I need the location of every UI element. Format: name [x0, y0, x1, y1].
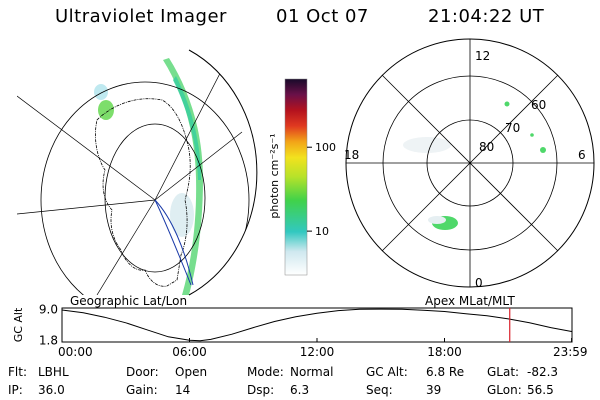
- status-label: Door:: [126, 365, 159, 379]
- status-label: Dsp:: [247, 383, 275, 397]
- altitude-xtick-label: 00:00: [58, 345, 93, 359]
- observation-time: 21:04:22 UT: [428, 6, 545, 27]
- colorbar-tick-label: 100: [315, 141, 336, 154]
- status-value: LBHL: [38, 365, 69, 379]
- aurora-spot: [94, 84, 108, 100]
- status-value: 6.3: [290, 383, 310, 397]
- status-label: Mode:: [247, 365, 284, 379]
- status-value: 36.0: [38, 383, 65, 397]
- status-label: IP:: [8, 383, 23, 397]
- status-value: Normal: [290, 365, 334, 379]
- altitude-ylabel: GC Alt: [12, 307, 25, 342]
- mlt-label-left: 18: [344, 148, 359, 162]
- instrument-title: Ultraviolet Imager: [55, 6, 227, 27]
- status-label: GC Alt:: [366, 365, 408, 379]
- status-value: 14: [175, 383, 191, 397]
- status-label: GLat:: [487, 365, 520, 379]
- right-panel-caption: Apex MLat/MLT: [425, 294, 515, 308]
- status-value: Open: [175, 365, 208, 379]
- status-value: 56.5: [527, 383, 554, 397]
- terminator-line: [154, 199, 194, 286]
- altitude-xtick-label: 23:59: [553, 345, 588, 359]
- altitude-ytick-label: 1.8: [39, 334, 58, 348]
- status-label: Gain:: [126, 383, 158, 397]
- altitude-xtick-label: 06:00: [172, 345, 207, 359]
- altitude-ytick-label: 9.0: [39, 302, 58, 316]
- altitude-curve: [61, 308, 572, 342]
- observation-date: 01 Oct 07: [276, 6, 369, 27]
- polar-plot: 12 18 6 0 60 70 80: [344, 38, 595, 290]
- earth-limb: [188, 49, 258, 296]
- status-value: 39: [426, 383, 442, 397]
- aurora-oval: [163, 58, 203, 295]
- aurora-dot: [540, 147, 546, 153]
- mlat-label-60: 60: [531, 98, 546, 112]
- mlt-label-top: 12: [475, 49, 490, 63]
- coastline: [95, 98, 191, 287]
- mlt-label-right: 6: [578, 148, 586, 162]
- aurora-patch: [403, 137, 451, 153]
- aurora-oval: [173, 76, 201, 180]
- altitude-xtick-label: 12:00: [300, 345, 335, 359]
- mlat-label-70: 70: [505, 121, 520, 135]
- colorbar-gradient: [284, 78, 308, 276]
- status-label: Flt:: [8, 365, 27, 379]
- mlat-label-80: 80: [479, 140, 494, 154]
- status-label: Seq:: [366, 383, 393, 397]
- colorbar-unit: photon cm⁻²s⁻¹: [268, 133, 281, 218]
- aurora-spot: [170, 193, 194, 237]
- altitude-xtick-label: 18:00: [427, 345, 462, 359]
- aurora-patch: [428, 216, 446, 224]
- geographic-map: [17, 49, 258, 296]
- aurora-dot: [530, 133, 534, 137]
- altitude-plot: 9.0 1.800:00 06:00 12:00 18:00 23:59 GC Alt: [12, 302, 588, 359]
- terminator-line: [154, 199, 192, 286]
- aurora-dot: [504, 101, 510, 107]
- colorbar: 100 10 photon cm⁻²s⁻¹: [268, 78, 336, 276]
- colorbar-tick-label: 10: [315, 225, 329, 238]
- status-value: -82.3: [527, 365, 559, 379]
- status-label: GLon:: [487, 383, 522, 397]
- left-panel-caption: Geographic Lat/Lon: [70, 294, 188, 308]
- mlt-label-bottom: 0: [475, 276, 483, 290]
- status-value: 6.8 Re: [426, 365, 465, 379]
